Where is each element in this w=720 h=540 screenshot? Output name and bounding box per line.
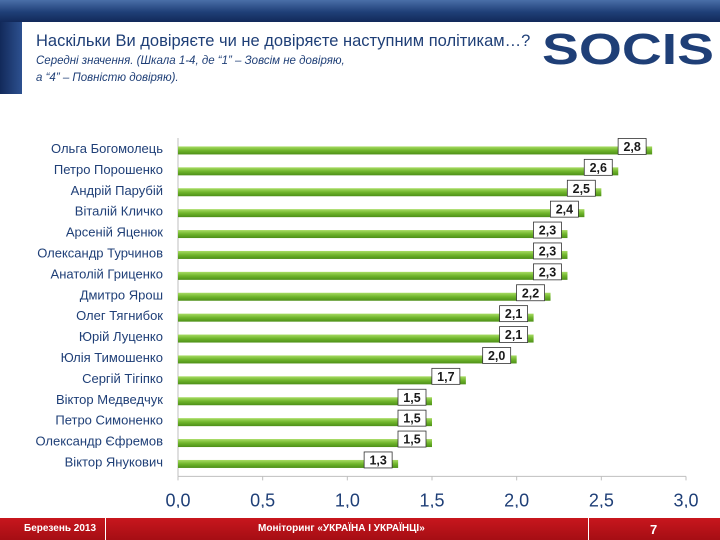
bar xyxy=(178,459,399,468)
category-label: Віктор Медведчук xyxy=(56,392,163,407)
data-label: 2,2 xyxy=(522,286,539,300)
title-note: Середні значення. (Шкала 1-4, де “1” – З… xyxy=(36,55,345,67)
bar xyxy=(178,250,568,259)
bar xyxy=(178,418,432,427)
footer-title: Моніторинг «УКРАЇНА І УКРАЇНЦІ» xyxy=(258,523,425,534)
data-label-box xyxy=(533,242,562,260)
bar xyxy=(178,355,517,364)
data-label-box xyxy=(583,158,613,176)
category-label: Віктор Янукович xyxy=(65,454,163,469)
data-label-box xyxy=(482,347,512,364)
bar xyxy=(178,334,534,343)
data-label-box xyxy=(617,138,647,155)
data-label: 1,7 xyxy=(437,370,454,384)
title-question: Наскільки Ви довіряєте чи не довіряєте н… xyxy=(36,32,531,50)
data-label: 2,6 xyxy=(590,161,607,175)
data-label: 1,5 xyxy=(403,433,420,447)
data-label-box xyxy=(499,326,529,343)
category-label: Олександр Єфремов xyxy=(35,434,163,449)
data-label-box xyxy=(499,305,529,323)
data-label-box xyxy=(533,221,562,239)
category-label: Сергій Тігіпко xyxy=(82,371,163,386)
category-label: Олександр Турчинов xyxy=(37,245,163,260)
data-label: 2,8 xyxy=(623,140,640,154)
category-label: Юлія Тимошенко xyxy=(61,350,163,365)
bar xyxy=(178,230,568,239)
data-label-box xyxy=(550,200,579,218)
category-label: Петро Симоненко xyxy=(55,413,163,428)
bar xyxy=(178,292,551,301)
data-label: 2,0 xyxy=(488,349,505,363)
x-tick-label: 2,5 xyxy=(589,490,614,508)
bar xyxy=(178,439,432,448)
data-label-box xyxy=(516,284,545,302)
bar xyxy=(178,167,619,176)
bar xyxy=(178,146,653,155)
footer-date: Березень 2013 xyxy=(24,523,97,534)
title-note-line2: а “4” – Повністю довіряю). xyxy=(36,72,179,84)
left-accent xyxy=(0,22,22,94)
bar xyxy=(178,397,432,406)
bar xyxy=(178,376,466,385)
data-label: 2,1 xyxy=(505,307,522,321)
category-label: Олег Тягнибок xyxy=(76,308,163,323)
data-label-box xyxy=(397,388,427,406)
data-label-box xyxy=(533,263,562,281)
x-tick-label: 1,5 xyxy=(419,490,444,508)
page-number: 7 xyxy=(650,522,658,537)
x-tick-label: 2,0 xyxy=(504,490,529,508)
category-label: Андрій Парубій xyxy=(71,183,163,198)
data-label-box xyxy=(363,451,393,469)
footer-separator xyxy=(105,518,106,540)
data-label: 2,3 xyxy=(539,224,556,238)
category-label: Арсеній Яценюк xyxy=(66,225,163,240)
data-label: 2,3 xyxy=(539,265,556,279)
bar-chart: 0,0 0,5 1,0 1,5 2,0 2,5 3,0 Ольга Богомолець 2,8… xyxy=(35,138,699,508)
data-label-box xyxy=(566,179,596,197)
data-label: 1,5 xyxy=(403,412,420,426)
category-label: Дмитро Ярош xyxy=(80,287,163,302)
bar xyxy=(178,313,534,322)
category-label: Ольга Богомолець xyxy=(51,141,163,156)
data-label: 1,3 xyxy=(369,453,386,467)
x-tick-label: 3,0 xyxy=(673,490,698,508)
slide-title: Наскільки Ви довіряєте чи не довіряєте н… xyxy=(36,31,536,86)
data-label: 2,1 xyxy=(505,328,522,342)
category-label: Петро Порошенко xyxy=(54,162,163,177)
x-tick-label: 0,0 xyxy=(165,490,190,508)
bar xyxy=(178,209,585,218)
bar xyxy=(178,188,602,197)
logo-text: SOCIS xyxy=(542,25,714,74)
x-tick-label: 1,0 xyxy=(335,490,360,508)
category-label: Анатолій Гриценко xyxy=(51,266,163,281)
bar xyxy=(178,271,568,280)
x-tick-label: 0,5 xyxy=(250,490,275,508)
footer-separator xyxy=(588,518,589,540)
data-label-box xyxy=(397,430,427,448)
data-label: 2,4 xyxy=(556,203,573,217)
data-label: 2,5 xyxy=(573,182,590,196)
category-label: Юрій Луценко xyxy=(79,329,163,344)
socis-logo: SOCIS xyxy=(542,25,714,74)
data-label-box xyxy=(397,409,427,427)
top-band xyxy=(0,0,720,22)
data-label-box xyxy=(431,367,461,385)
data-label: 1,5 xyxy=(403,391,420,405)
data-label: 2,3 xyxy=(539,244,556,258)
footer-bar: Березень 2013 Моніторинг «УКРАЇНА І УКРА… xyxy=(0,518,720,540)
category-label: Віталій Кличко xyxy=(75,204,163,219)
